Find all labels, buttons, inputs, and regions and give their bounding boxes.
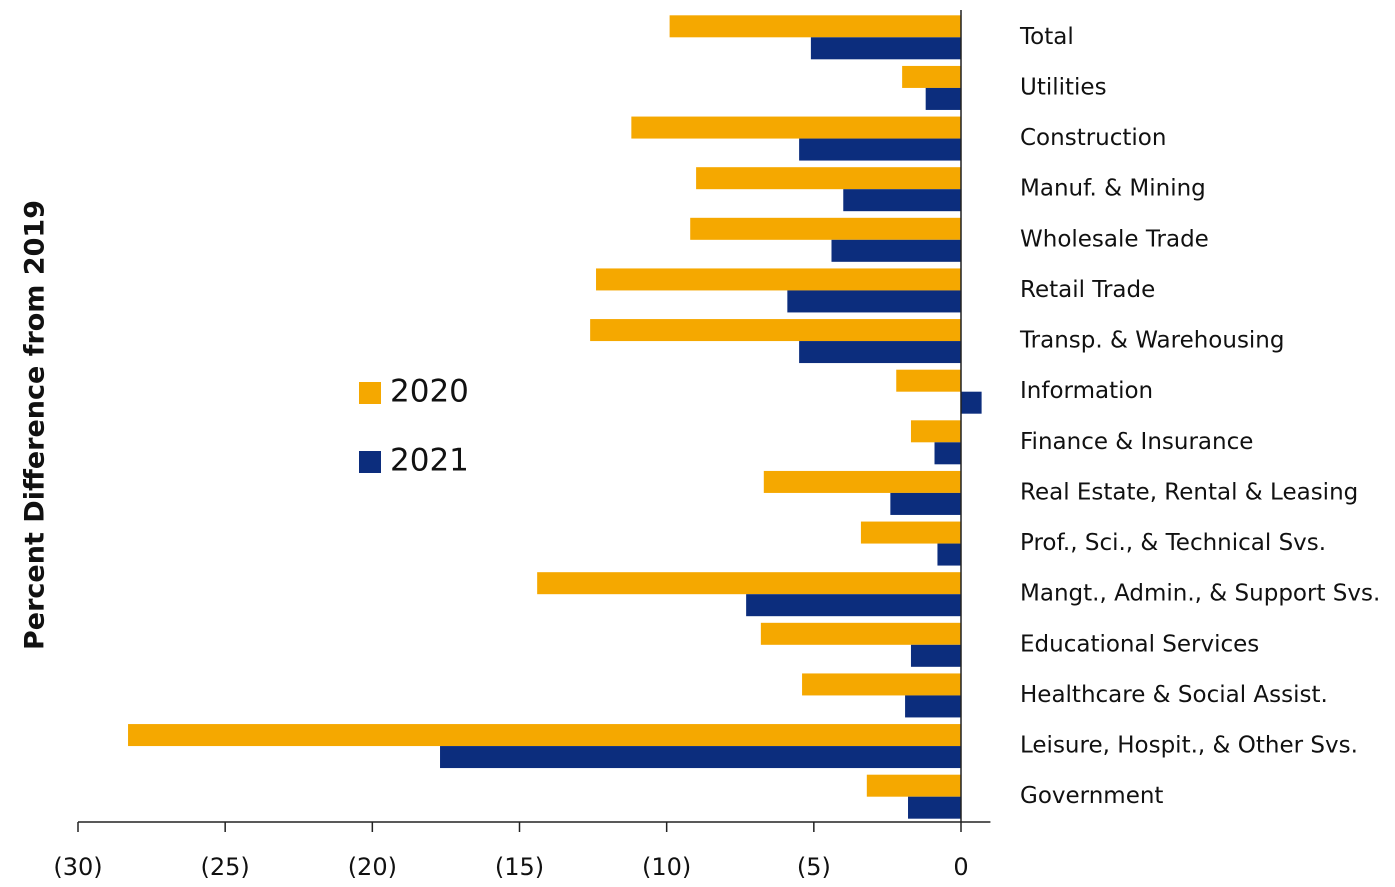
category-label: Retail Trade bbox=[1020, 277, 1155, 303]
bar bbox=[910, 644, 961, 667]
bar bbox=[934, 442, 961, 465]
x-tick-label: (5) bbox=[797, 853, 831, 881]
bar bbox=[440, 746, 961, 769]
bar bbox=[905, 695, 961, 718]
bar bbox=[631, 116, 961, 139]
category-label: Manuf. & Mining bbox=[1020, 176, 1206, 202]
bar bbox=[669, 15, 961, 38]
bar bbox=[696, 167, 961, 190]
bar bbox=[537, 572, 961, 595]
bar bbox=[746, 594, 961, 617]
bar bbox=[763, 470, 961, 493]
category-label: Leisure, Hospit., & Other Svs. bbox=[1020, 733, 1358, 759]
bar bbox=[760, 622, 961, 645]
legend-swatch bbox=[359, 382, 381, 404]
bar bbox=[787, 290, 961, 313]
category-label: Educational Services bbox=[1020, 631, 1259, 657]
bar bbox=[596, 268, 961, 291]
category-label: Real Estate, Rental & Leasing bbox=[1020, 479, 1358, 505]
bar bbox=[802, 673, 961, 696]
bar bbox=[860, 521, 961, 544]
bar bbox=[590, 319, 961, 342]
category-label: Healthcare & Social Assist. bbox=[1020, 682, 1328, 708]
bar bbox=[902, 65, 961, 88]
bar bbox=[690, 217, 961, 240]
bar bbox=[910, 420, 961, 443]
legend-label: 2021 bbox=[390, 443, 469, 479]
bar bbox=[866, 774, 961, 797]
category-label: Finance & Insurance bbox=[1020, 429, 1253, 455]
x-tick-label: (25) bbox=[201, 853, 250, 881]
legend-label: 2020 bbox=[390, 374, 469, 410]
x-tick-label: (20) bbox=[348, 853, 397, 881]
category-label: Wholesale Trade bbox=[1020, 226, 1209, 252]
bar bbox=[908, 796, 961, 819]
bar bbox=[128, 724, 961, 747]
x-tick-label: (10) bbox=[642, 853, 691, 881]
category-label: Total bbox=[1019, 24, 1074, 50]
category-label: Government bbox=[1020, 783, 1163, 809]
category-label: Information bbox=[1020, 378, 1153, 404]
category-label: Mangt., Admin., & Support Svs. bbox=[1020, 581, 1380, 607]
bar bbox=[961, 391, 982, 414]
category-label: Utilities bbox=[1020, 74, 1107, 100]
category-label: Transp. & Warehousing bbox=[1019, 328, 1285, 354]
legend-swatch bbox=[359, 451, 381, 473]
bar bbox=[831, 239, 961, 262]
bar bbox=[799, 138, 961, 161]
bar bbox=[799, 341, 961, 364]
bar bbox=[843, 189, 961, 212]
bar bbox=[810, 37, 961, 60]
bar bbox=[896, 369, 961, 392]
bar bbox=[937, 543, 961, 566]
category-label: Prof., Sci., & Technical Svs. bbox=[1020, 530, 1326, 556]
category-label: Construction bbox=[1020, 125, 1166, 151]
y-axis-title: Percent Difference from 2019 bbox=[20, 200, 51, 650]
x-tick-label: (30) bbox=[53, 853, 102, 881]
bar bbox=[890, 492, 961, 515]
x-tick-label: 0 bbox=[953, 853, 968, 881]
x-tick-label: (15) bbox=[495, 853, 544, 881]
bar bbox=[925, 87, 961, 110]
